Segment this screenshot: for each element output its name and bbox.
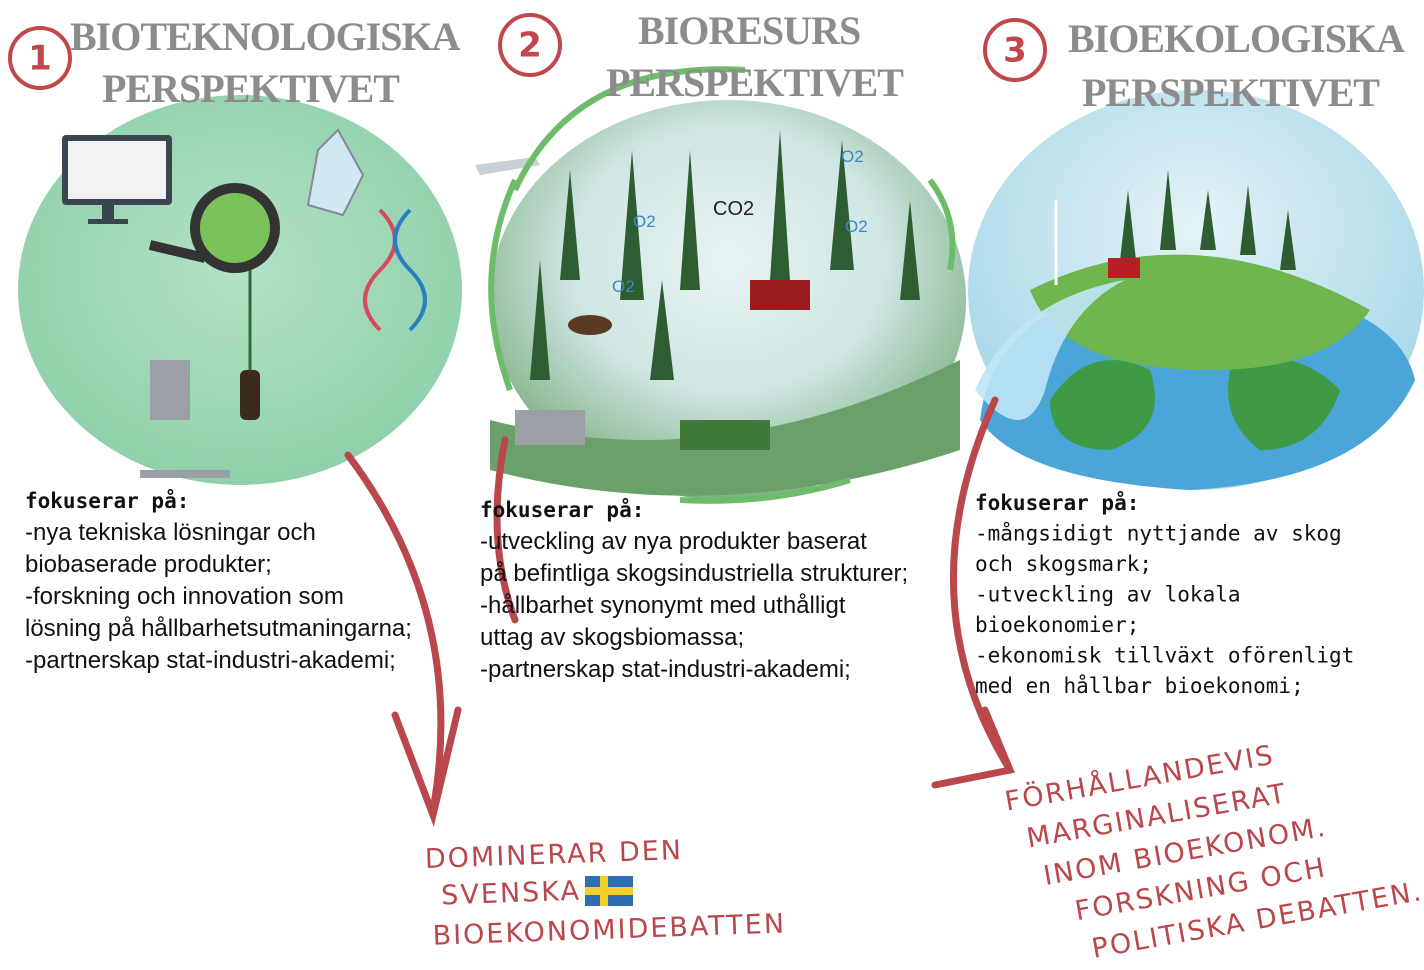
o2-label: O2 <box>845 217 868 236</box>
focus-line: -forskning och innovation som <box>25 583 344 610</box>
co2-label: CO2 <box>713 198 754 220</box>
focus-texts: fokuserar på: -nya tekniska lösningar och… <box>25 488 1354 698</box>
panel-number: 3 <box>1003 31 1027 71</box>
diagram: CO2 O2 O2 O2 O2 1 2 3 BIOTEKNOLOGISKA PE… <box>0 0 1424 970</box>
panel-title: PERSPEKTIVET <box>1082 70 1380 115</box>
panel-title: BIORESURS <box>638 8 860 53</box>
annotation-line: DOMINERAR DEN <box>424 835 683 875</box>
panel-number: 1 <box>28 39 52 79</box>
annotation-line: SVENSKA <box>441 876 582 912</box>
o2-label: O2 <box>841 147 864 166</box>
focus-line: lösning på hållbarhetsutmaningarna; <box>25 615 412 642</box>
focus-line: -hållbarhet synonymt med uthålligt <box>480 592 846 619</box>
focus-line: -nya tekniska lösningar och <box>25 519 316 546</box>
focus-line: och skogsmark; <box>975 552 1152 576</box>
focus-line: bioekonomier; <box>975 613 1139 637</box>
panel-title: PERSPEKTIVET <box>102 66 400 111</box>
focus-line: -partnerskap stat-industri-akademi; <box>480 656 851 683</box>
focus-line: -utveckling av nya produkter baserat <box>480 528 867 555</box>
o2-label: O2 <box>633 212 656 231</box>
focus-line: -ekonomisk tillväxt oförenligt <box>975 644 1354 668</box>
focus-label: fokuserar på: <box>975 490 1139 515</box>
panel-title: BIOEKOLOGISKA <box>1068 16 1405 61</box>
panel-title: PERSPEKTIVET <box>606 60 904 105</box>
focus-line: -utveckling av lokala <box>975 583 1241 607</box>
focus-line: biobaserade produkter; <box>25 551 272 578</box>
annotation-line: BIOEKONOMIDEBATTEN <box>432 908 786 951</box>
panel-title: BIOTEKNOLOGISKA <box>70 14 461 59</box>
focus-line: på befintliga skogsindustriella struktur… <box>480 560 908 587</box>
focus-line: -mångsidigt nyttjande av skog <box>975 521 1342 546</box>
panel-number: 2 <box>518 26 542 66</box>
focus-label: fokuserar på: <box>25 488 189 513</box>
focus-label: fokuserar på: <box>480 497 644 522</box>
flag <box>585 876 633 906</box>
o2-label: O2 <box>612 277 635 296</box>
focus-line: uttag av skogsbiomassa; <box>480 624 744 651</box>
annotation-right: FÖRHÅLLANDEVIS MARGINALISERAT INOM BIOEK… <box>1002 717 1424 970</box>
focus-line: -partnerskap stat-industri-akademi; <box>25 647 396 674</box>
focus-line: med en hållbar bioekonomi; <box>975 673 1304 698</box>
